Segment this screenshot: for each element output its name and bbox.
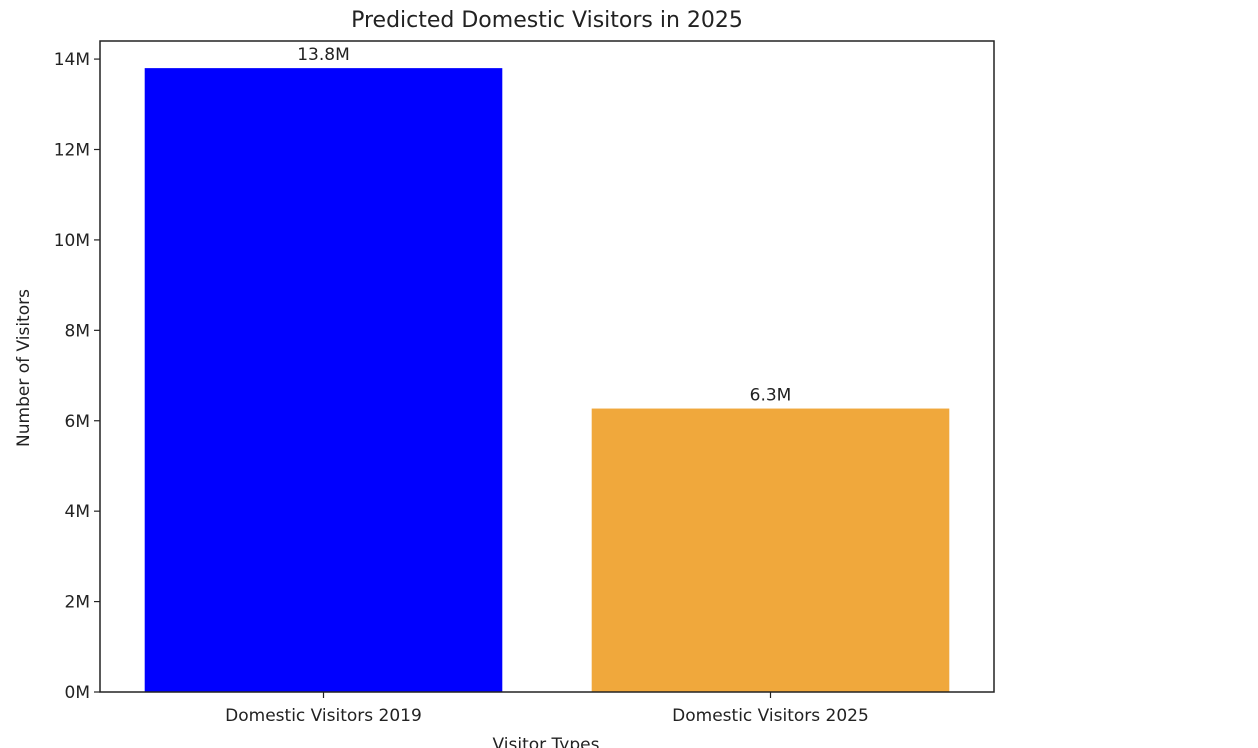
y-tick-label: 2M <box>65 593 90 613</box>
x-tick-label: Domestic Visitors 2025 <box>672 706 869 726</box>
x-tick-label: Domestic Visitors 2019 <box>225 706 422 726</box>
y-tick-label: 4M <box>65 502 90 522</box>
y-tick-label: 0M <box>65 683 90 703</box>
bar-1 <box>144 68 503 692</box>
y-tick-label: 14M <box>54 50 90 70</box>
y-tick-label: 6M <box>65 412 90 432</box>
x-axis-label: Visitor Types <box>493 735 600 748</box>
bar-value-label: 13.8M <box>297 45 350 65</box>
bar-2 <box>591 408 950 692</box>
y-tick-label: 10M <box>54 231 90 251</box>
axes-frame <box>99 40 995 693</box>
chart-title: Predicted Domestic Visitors in 2025 <box>351 8 743 33</box>
y-tick-label: 12M <box>54 141 90 161</box>
y-tick-label: 8M <box>65 321 90 341</box>
y-axis-label: Number of Visitors <box>14 289 34 447</box>
plot-area: 0M 2M 4M 6M 8M 10M 12M 14M 13.8M Domestic Visitor… <box>54 45 950 726</box>
bar-value-label: 6.3M <box>750 386 792 406</box>
